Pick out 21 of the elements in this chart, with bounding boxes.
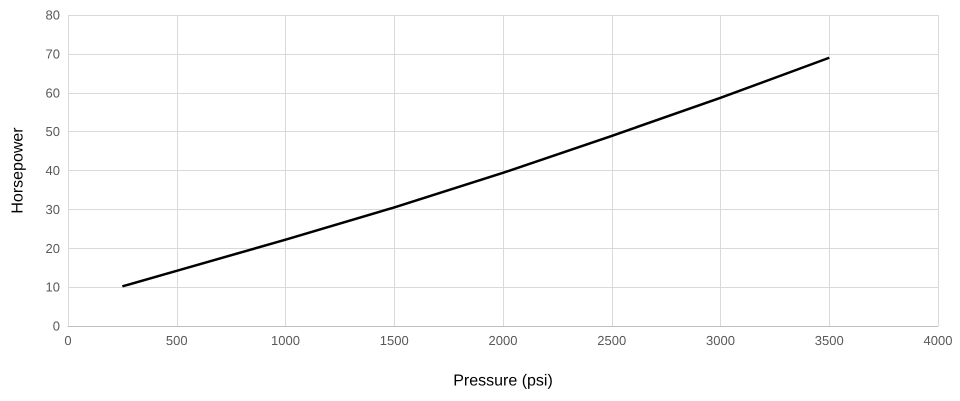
y-tick-label: 30	[46, 202, 60, 217]
x-tick-label: 2000	[488, 333, 518, 348]
x-tick-label: 2500	[597, 333, 626, 348]
x-tick-label: 3500	[814, 333, 844, 348]
line-series	[121, 56, 830, 288]
x-tick-label: 3000	[706, 333, 735, 348]
x-tick-label: 500	[166, 333, 188, 348]
y-tick-label: 0	[52, 318, 60, 334]
x-tick-label: 1000	[271, 333, 300, 348]
x-tick-label: 4000	[924, 333, 952, 348]
x-axis-title: Pressure (psi)	[453, 372, 553, 390]
y-tick-label: 40	[46, 163, 60, 178]
y-tick-label: 60	[46, 85, 60, 100]
y-axis-title: Horsepower	[10, 126, 26, 214]
x-tick-label: 1500	[380, 333, 409, 348]
x-tick-label: 0	[64, 333, 72, 348]
y-tick-label: 20	[46, 240, 60, 256]
y-tick-label: 50	[46, 124, 60, 140]
y-tick-label: 10	[46, 280, 60, 295]
y-tick-label: 70	[46, 46, 60, 62]
y-tick-label: 80	[46, 8, 60, 22]
